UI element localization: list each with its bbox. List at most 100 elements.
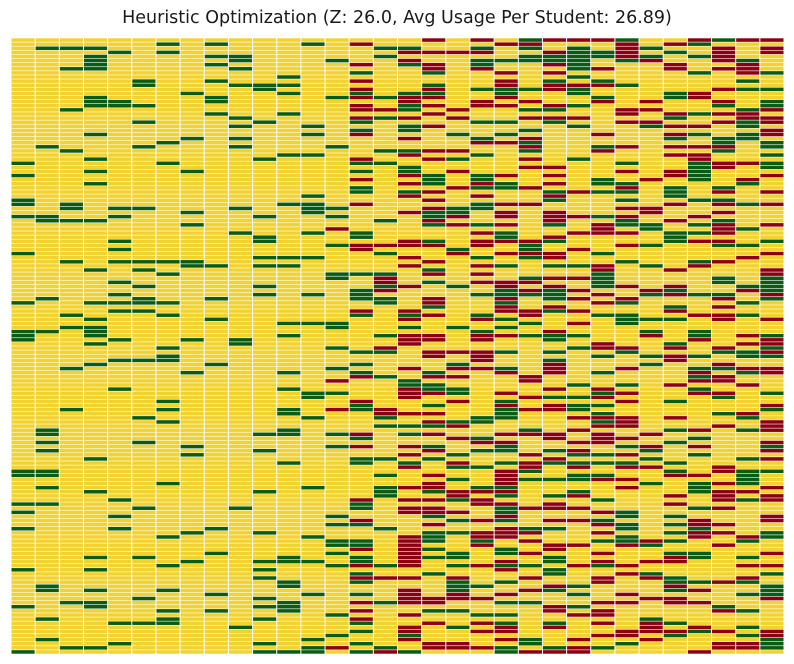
heatmap-cell (446, 161, 470, 166)
heatmap-cell (615, 149, 639, 153)
heatmap-cell (591, 407, 615, 412)
heatmap-cell (349, 50, 373, 55)
heatmap-cell (760, 596, 784, 601)
heatmap-cell (422, 210, 446, 215)
heatmap-cell (542, 165, 567, 170)
heatmap-cell (11, 177, 35, 182)
heatmap-cell (542, 272, 567, 276)
heatmap-cell (228, 243, 253, 248)
heatmap-cell (349, 412, 373, 416)
heatmap-cell (494, 646, 518, 650)
heatmap-cell (518, 91, 542, 96)
heatmap-cell (156, 157, 180, 161)
heatmap-cell (180, 149, 204, 153)
heatmap-cell (83, 214, 108, 219)
heatmap-cell (132, 288, 156, 293)
heatmap-cell (615, 206, 639, 211)
heatmap-cell (228, 432, 253, 437)
heatmap-cell (494, 140, 518, 145)
heatmap-cell (736, 354, 760, 359)
heatmap-cell (494, 112, 518, 116)
heatmap-cell (373, 342, 397, 346)
heatmap-cell (615, 416, 639, 420)
heatmap-cell (325, 198, 349, 202)
heatmap-cell (687, 108, 712, 112)
heatmap-cell (398, 206, 422, 211)
heatmap-cell (180, 99, 204, 104)
heatmap-cell (736, 572, 760, 576)
heatmap-cell (59, 584, 83, 588)
heatmap-cell (156, 288, 180, 293)
heatmap-cell (325, 87, 349, 92)
heatmap-cell (398, 584, 422, 588)
heatmap-cell (639, 268, 663, 272)
heatmap-cell (132, 395, 156, 400)
heatmap-cell (228, 621, 253, 625)
heatmap-cell (591, 547, 615, 552)
heatmap-cell (228, 288, 253, 293)
heatmap-cell (712, 641, 736, 646)
heatmap-cell (542, 580, 567, 584)
heatmap-cell (132, 79, 156, 83)
heatmap-cell (663, 539, 687, 543)
heatmap-cell (325, 481, 349, 486)
heatmap-cell (470, 83, 494, 87)
heatmap-cell (591, 375, 615, 379)
heatmap-cell (615, 641, 639, 646)
heatmap-cell (132, 46, 156, 51)
heatmap-cell (59, 576, 83, 580)
heatmap-cell (83, 42, 108, 46)
heatmap-cell (470, 169, 494, 174)
heatmap-cell (108, 342, 132, 346)
heatmap-cell (59, 346, 83, 350)
heatmap-cell (83, 317, 108, 322)
heatmap-cell (253, 247, 277, 252)
heatmap-cell (760, 58, 784, 63)
heatmap-cell (349, 469, 373, 474)
heatmap-cell (35, 646, 59, 650)
heatmap-cell (108, 95, 132, 100)
heatmap-cell (518, 383, 542, 387)
heatmap-cell (35, 153, 59, 157)
heatmap-cell (253, 346, 277, 350)
heatmap-cell (349, 251, 373, 256)
heatmap-cell (204, 412, 228, 416)
heatmap-cell (156, 202, 180, 207)
heatmap-cell (180, 112, 204, 116)
heatmap-cell (736, 407, 760, 412)
heatmap-cell (11, 522, 35, 527)
heatmap-cell (398, 342, 422, 346)
heatmap-cell (132, 325, 156, 330)
heatmap-cell (567, 251, 591, 256)
heatmap-cell (59, 260, 83, 264)
heatmap-cell (639, 329, 663, 334)
heatmap-cell (253, 297, 277, 301)
heatmap-cell (615, 338, 639, 342)
heatmap-cell (325, 108, 349, 112)
heatmap-cell (83, 572, 108, 576)
heatmap-cell (180, 621, 204, 625)
heatmap-cell (228, 58, 253, 63)
heatmap-cell (11, 62, 35, 67)
heatmap-cell (108, 124, 132, 129)
heatmap-cell (760, 165, 784, 170)
heatmap-cell (663, 555, 687, 560)
heatmap-cell (11, 198, 35, 202)
heatmap-cell (398, 42, 422, 46)
heatmap-cell (712, 617, 736, 621)
heatmap-cell (35, 206, 59, 211)
heatmap-cell (108, 576, 132, 580)
heatmap-cell (204, 95, 228, 100)
heatmap-cell (349, 555, 373, 560)
heatmap-cell (156, 617, 180, 621)
heatmap-cell (736, 62, 760, 67)
heatmap-cell (253, 169, 277, 174)
heatmap-cell (518, 650, 542, 654)
heatmap-cell (373, 169, 397, 174)
heatmap-cell (108, 358, 132, 363)
heatmap-cell (59, 288, 83, 293)
heatmap-cell (35, 210, 59, 215)
heatmap-cell (228, 354, 253, 359)
heatmap-cell (446, 555, 470, 560)
heatmap-cell (180, 444, 204, 449)
